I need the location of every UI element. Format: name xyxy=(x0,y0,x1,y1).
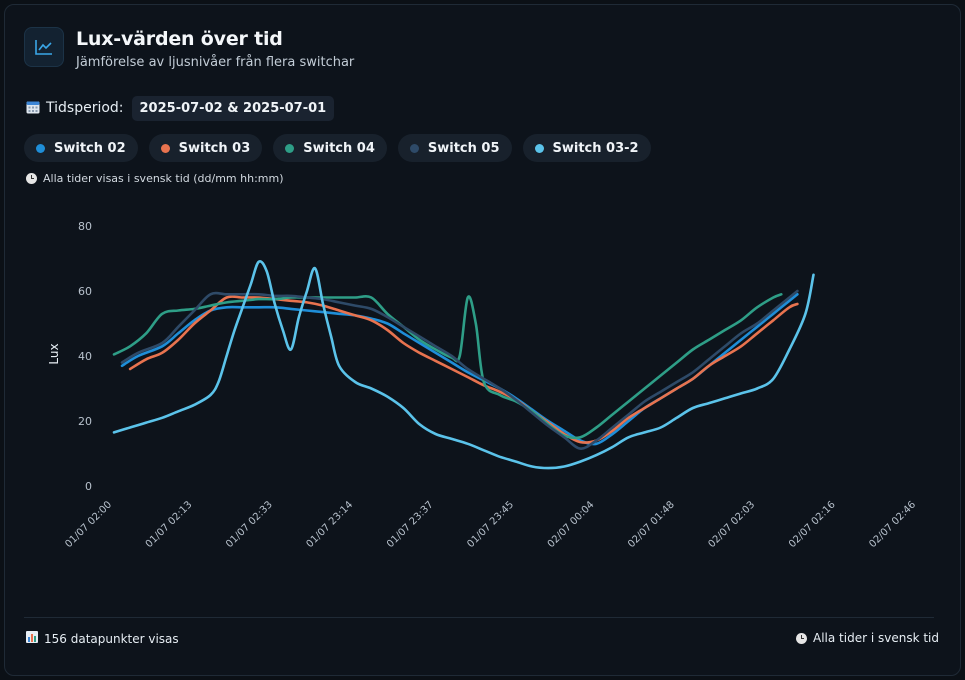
legend-dot xyxy=(160,143,170,153)
lux-line-chart: Lux 0 20 40 60 80 01/07 02:00 01/07 02:13 01/0… xyxy=(47,220,918,550)
bar-chart-icon xyxy=(26,631,38,646)
series-line-switch-04[interactable] xyxy=(112,293,783,440)
footer-points-text: 156 datapunkter visas xyxy=(44,631,179,646)
footer-points: 156 datapunkter visas xyxy=(26,631,179,646)
legend-label: Switch 03-2 xyxy=(552,140,639,156)
series-line-switch-03-2[interactable] xyxy=(112,260,815,470)
legend-chip-switch-04[interactable]: Switch 04 xyxy=(273,134,387,162)
legend-label: Switch 03 xyxy=(178,140,251,156)
series-line-switch-03[interactable] xyxy=(128,295,799,444)
page-subtitle: Jämförelse av ljusnivåer från flera swit… xyxy=(76,55,355,70)
y-tick-label: 20 xyxy=(78,415,92,428)
page-title: Lux-värden över tid xyxy=(76,28,283,50)
legend-label: Switch 05 xyxy=(427,140,500,156)
legend-chip-switch-02[interactable]: Switch 02 xyxy=(24,134,138,162)
x-tick-label: 02/07 02:46 xyxy=(867,499,918,550)
clock-icon xyxy=(26,173,37,184)
legend-dot xyxy=(534,143,544,153)
footer-timezone: Alla tider i svensk tid xyxy=(796,631,939,645)
legend-label: Switch 02 xyxy=(54,140,126,156)
y-tick-label: 40 xyxy=(78,350,92,363)
y-tick-label: 60 xyxy=(78,285,92,298)
calendar-icon xyxy=(26,99,40,118)
legend-chip-switch-03[interactable]: Switch 03 xyxy=(148,134,263,162)
y-axis-label: Lux xyxy=(47,343,61,364)
period-value[interactable]: 2025-07-02 & 2025-07-01 xyxy=(131,95,335,121)
x-tick-label: 01/07 23:37 xyxy=(385,499,436,550)
x-tick-label: 02/07 01:48 xyxy=(626,499,677,550)
legend-chip-switch-03-2[interactable]: Switch 03-2 xyxy=(522,134,651,162)
series-line-switch-05[interactable] xyxy=(120,289,799,450)
line-chart-icon xyxy=(24,27,64,67)
x-tick-label: 01/07 02:33 xyxy=(224,499,275,550)
footer-divider xyxy=(24,617,934,618)
x-tick-label: 02/07 02:16 xyxy=(787,499,838,550)
footer-timezone-text: Alla tider i svensk tid xyxy=(813,631,939,645)
x-tick-label: 02/07 00:04 xyxy=(546,499,597,550)
legend-label: Switch 04 xyxy=(303,140,375,156)
legend: Switch 02 Switch 03 Switch 04 Switch 05 … xyxy=(24,134,662,162)
x-tick-label: 01/07 02:00 xyxy=(63,499,114,550)
x-tick-label: 02/07 02:03 xyxy=(707,499,758,550)
legend-dot xyxy=(409,143,419,153)
timezone-note: Alla tider visas i svensk tid (dd/mm hh:… xyxy=(26,172,284,185)
x-tick-label: 01/07 23:14 xyxy=(305,499,356,550)
legend-dot xyxy=(285,143,295,153)
x-tick-label: 01/07 02:13 xyxy=(144,499,195,550)
period-row: Tidsperiod: 2025-07-02 & 2025-07-01 xyxy=(26,93,335,123)
legend-dot xyxy=(36,143,45,153)
y-tick-label: 0 xyxy=(85,480,92,493)
timezone-note-text: Alla tider visas i svensk tid (dd/mm hh:… xyxy=(43,172,284,185)
period-label: Tidsperiod: xyxy=(46,100,124,116)
y-tick-label: 80 xyxy=(78,220,92,233)
x-tick-label: 01/07 23:45 xyxy=(465,499,516,550)
clock-icon xyxy=(796,632,807,644)
legend-chip-switch-05[interactable]: Switch 05 xyxy=(397,134,512,162)
